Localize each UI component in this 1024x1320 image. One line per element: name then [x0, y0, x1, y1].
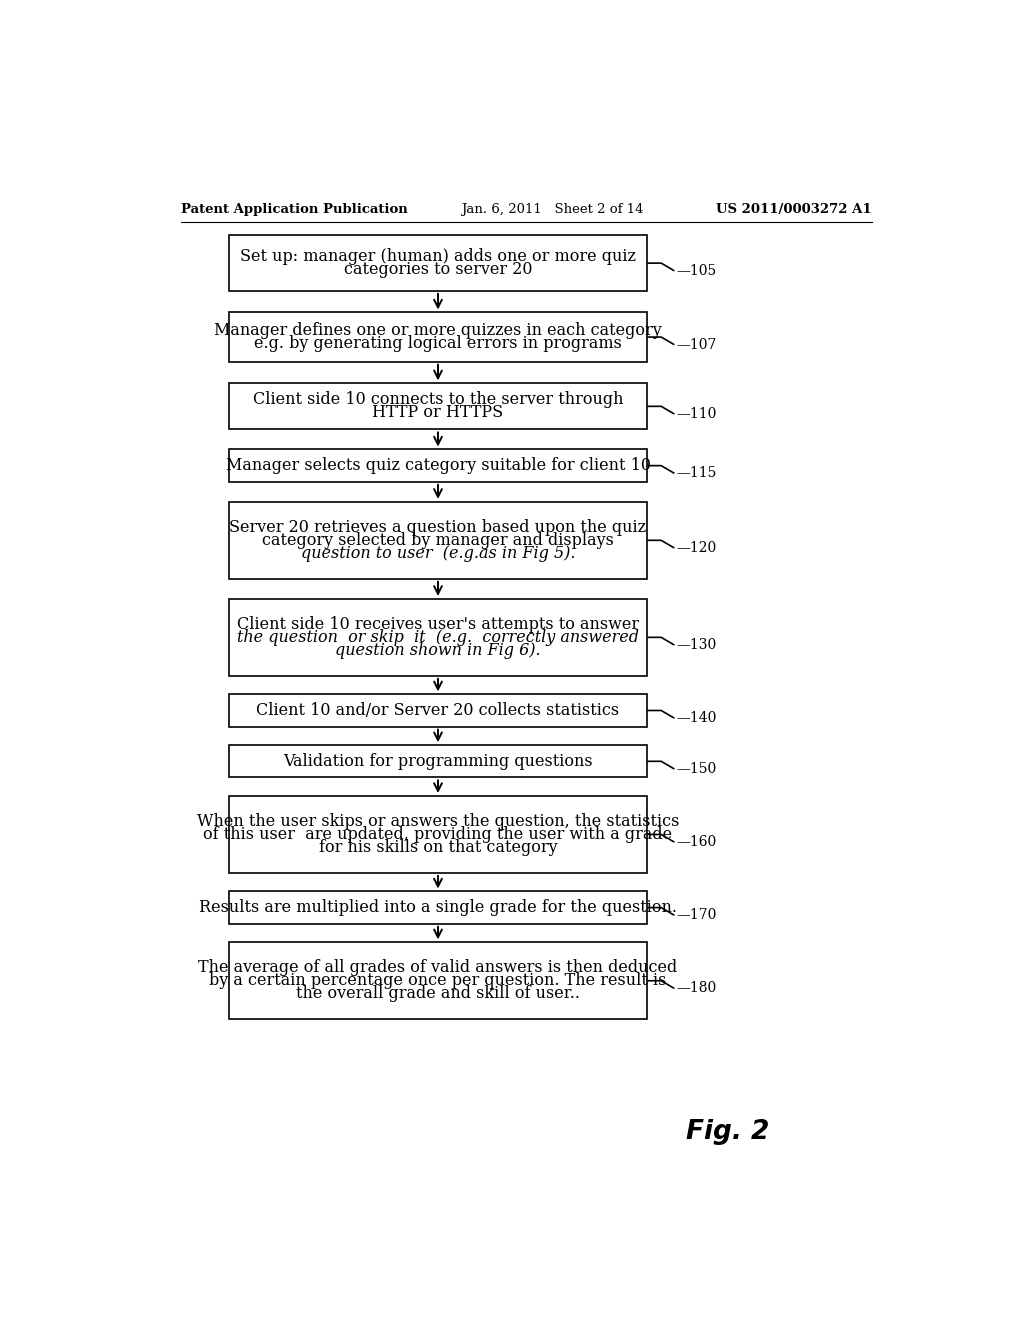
Text: question to user  (e.g.as in Fig 5).: question to user (e.g.as in Fig 5). — [301, 545, 575, 562]
Text: the question  or skip  it  (e.g.  correctly answered: the question or skip it (e.g. correctly … — [237, 628, 639, 645]
Text: —180: —180 — [677, 982, 717, 995]
Text: category selected by manager and displays: category selected by manager and display… — [262, 532, 614, 549]
Text: e.g. by generating logical errors in programs: e.g. by generating logical errors in pro… — [254, 335, 622, 352]
Text: —170: —170 — [677, 908, 717, 923]
Text: Results are multiplied into a single grade for the question.: Results are multiplied into a single gra… — [199, 899, 677, 916]
Text: Server 20 retrieves a question based upon the quiz: Server 20 retrieves a question based upo… — [229, 519, 646, 536]
Text: The average of all grades of valid answers is then deduced: The average of all grades of valid answe… — [199, 960, 678, 977]
Text: by a certain percentage once per question. The result is: by a certain percentage once per questio… — [209, 973, 667, 989]
Text: for his skills on that category: for his skills on that category — [318, 840, 557, 857]
Text: Patent Application Publication: Patent Application Publication — [180, 203, 408, 216]
Text: Client side 10 receives user's attempts to answer: Client side 10 receives user's attempts … — [237, 615, 639, 632]
Bar — [228, 744, 647, 777]
Text: —105: —105 — [677, 264, 717, 277]
Text: US 2011/0003272 A1: US 2011/0003272 A1 — [717, 203, 872, 216]
Text: HTTP or HTTPS: HTTP or HTTPS — [373, 404, 504, 421]
Text: —140: —140 — [677, 711, 717, 725]
Bar — [228, 942, 647, 1019]
Bar — [228, 235, 647, 290]
Text: Manager selects quiz category suitable for client 10: Manager selects quiz category suitable f… — [225, 457, 650, 474]
Text: Client 10 and/or Server 20 collects statistics: Client 10 and/or Server 20 collects stat… — [256, 702, 620, 719]
Bar — [228, 383, 647, 429]
Text: of this user  are updated, providing the user with a grade: of this user are updated, providing the … — [204, 826, 673, 843]
Text: Client side 10 connects to the server through: Client side 10 connects to the server th… — [253, 391, 624, 408]
Bar — [228, 313, 647, 362]
Bar — [228, 449, 647, 482]
Bar — [228, 502, 647, 578]
Bar — [228, 694, 647, 726]
Text: question shown in Fig 6).: question shown in Fig 6). — [335, 642, 541, 659]
Text: Set up: manager (human) adds one or more quiz: Set up: manager (human) adds one or more… — [240, 248, 636, 265]
Text: When the user skips or answers the question, the statistics: When the user skips or answers the quest… — [197, 813, 679, 830]
Text: Fig. 2: Fig. 2 — [686, 1119, 769, 1146]
Bar — [228, 599, 647, 676]
Text: Manager defines one or more quizzes in each category: Manager defines one or more quizzes in e… — [214, 322, 662, 339]
Text: Jan. 6, 2011   Sheet 2 of 14: Jan. 6, 2011 Sheet 2 of 14 — [461, 203, 644, 216]
Text: —150: —150 — [677, 762, 717, 776]
Text: —115: —115 — [677, 466, 717, 480]
Text: —110: —110 — [677, 407, 717, 421]
Text: the overall grade and skill of user..: the overall grade and skill of user.. — [296, 985, 580, 1002]
Text: —107: —107 — [677, 338, 717, 351]
Text: —130: —130 — [677, 638, 717, 652]
Text: Validation for programming questions: Validation for programming questions — [284, 752, 593, 770]
Text: —160: —160 — [677, 836, 717, 849]
Bar — [228, 891, 647, 924]
Text: —120: —120 — [677, 541, 717, 554]
Bar — [228, 796, 647, 873]
Text: categories to server 20: categories to server 20 — [344, 261, 532, 279]
